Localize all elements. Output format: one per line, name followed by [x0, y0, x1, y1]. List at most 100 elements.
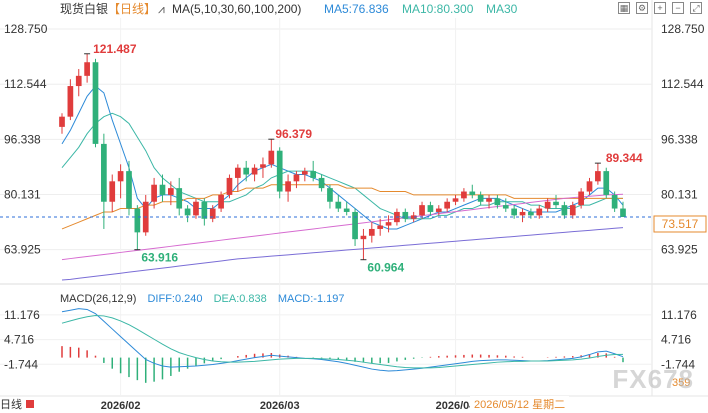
macd-dea-line — [61, 315, 624, 369]
expand-icon[interactable]: ⤢ — [690, 2, 702, 14]
candle-body — [218, 194, 224, 209]
candle-body — [561, 205, 568, 216]
candle-body — [461, 191, 467, 199]
candle-body — [268, 150, 275, 165]
candle-body — [260, 164, 266, 168]
candle-body — [469, 191, 476, 195]
time-tick: 2026/04 — [436, 400, 477, 412]
extreme-label: 96.379 — [275, 127, 312, 141]
price-tick-right: 112.544 — [661, 77, 704, 91]
candle-body — [536, 208, 543, 216]
candle-body — [544, 201, 551, 209]
candle-body — [486, 198, 492, 202]
candle-body — [159, 184, 166, 195]
macd-tick-left: -1.744 — [4, 357, 38, 371]
candle-body — [352, 211, 358, 240]
zoom-out-icon[interactable]: − — [672, 2, 684, 14]
macd-partial-tick: 359 — [672, 377, 690, 389]
candle-body — [151, 184, 157, 202]
candle-body — [578, 191, 584, 206]
candle-body — [410, 215, 417, 219]
candle-body — [310, 171, 317, 178]
candle-body — [377, 225, 384, 229]
candle-body — [335, 201, 342, 209]
ma5-value: MA5:76.836 — [324, 2, 389, 16]
ma-line-ma60 — [61, 193, 624, 261]
macd-legend: MACD(26,12,9) DIFF:0.240 DEA:0.838 MACD:… — [60, 292, 352, 306]
candle-body — [360, 235, 367, 240]
period-flag[interactable]: 日线 — [0, 396, 34, 412]
candle-body — [327, 188, 333, 202]
flag-icon — [26, 400, 34, 408]
candle-body — [595, 171, 601, 182]
ma-line-ma10 — [61, 112, 623, 220]
zoom-in-icon[interactable]: + — [654, 2, 666, 14]
candle-body — [243, 167, 250, 175]
candle-body — [84, 62, 90, 76]
candle-body — [117, 171, 124, 182]
candle-body — [101, 143, 107, 202]
ma-icon[interactable]: ⩘ — [158, 2, 165, 16]
ma-params[interactable]: MA(5,10,30,60,100,200) — [172, 2, 302, 16]
candle-body — [385, 222, 392, 226]
candle-body — [477, 194, 484, 202]
candle-body — [251, 167, 258, 175]
candle-body — [59, 116, 65, 127]
crosshair-date: 2026/05/12 星期二 — [470, 396, 570, 412]
price-tick-right: 80.131 — [661, 187, 698, 201]
candle-body — [301, 171, 308, 175]
last-price-label: 73.517 — [662, 217, 699, 231]
candle-body — [620, 208, 626, 217]
candle-body — [168, 188, 174, 195]
macd-title[interactable]: MACD(26,12,9) — [60, 293, 137, 305]
extreme-label: 60.964 — [367, 261, 404, 275]
extreme-label: 63.916 — [141, 251, 178, 265]
macd-macd-value: MACD:-1.197 — [277, 293, 345, 305]
period-label[interactable]: 【日线】 — [108, 2, 157, 16]
candle-body — [343, 208, 350, 212]
candle-body — [611, 194, 618, 209]
candle-body — [226, 177, 233, 195]
ma30-value: MA30 — [486, 2, 518, 16]
extreme-label: 89.344 — [606, 151, 643, 165]
time-tick: 2026/02 — [101, 400, 141, 412]
macd-tick-left: 4.716 — [4, 333, 34, 347]
candle-body — [184, 208, 191, 216]
instrument-title[interactable]: 现货白银 — [60, 2, 109, 16]
price-tick-right: 128.750 — [661, 22, 705, 36]
settings-icon[interactable]: ⚙ — [636, 2, 648, 14]
candle-body — [427, 205, 434, 212]
candle-body — [603, 171, 610, 195]
candle-body — [285, 181, 291, 192]
candle-body — [126, 171, 132, 209]
candle-body — [435, 208, 442, 212]
candle-body — [193, 201, 199, 216]
watermark-logo: FX678 — [612, 364, 694, 394]
candle-body — [502, 205, 509, 209]
candle-body — [318, 177, 325, 189]
grid-icon[interactable]: ▦ — [618, 2, 630, 14]
candle-body — [444, 201, 451, 209]
macd-tick-right: -1.744 — [661, 357, 695, 371]
candle-body — [419, 205, 425, 216]
candle-body — [134, 208, 141, 233]
macd-tick-right: 11.176 — [661, 308, 697, 322]
candle-body — [494, 198, 501, 206]
candle-body — [109, 181, 116, 202]
candle-body — [402, 211, 409, 219]
ma10-value: MA10:80.300 — [402, 2, 474, 16]
candle-body — [293, 174, 300, 182]
period-flag-label: 日线 — [0, 399, 22, 411]
price-tick-left: 128.750 — [4, 22, 48, 36]
candle-body — [368, 228, 375, 236]
candle-body — [553, 201, 559, 206]
price-tick-right: 63.925 — [661, 243, 698, 257]
candle-body — [586, 181, 593, 192]
candle-body — [67, 86, 74, 117]
candle-body — [511, 208, 517, 216]
candle-body — [569, 205, 576, 216]
toolbar: ▦ ⚙ + − ⤢ — [618, 2, 702, 14]
candle-body — [209, 208, 216, 219]
extreme-label: 121.487 — [93, 42, 137, 56]
